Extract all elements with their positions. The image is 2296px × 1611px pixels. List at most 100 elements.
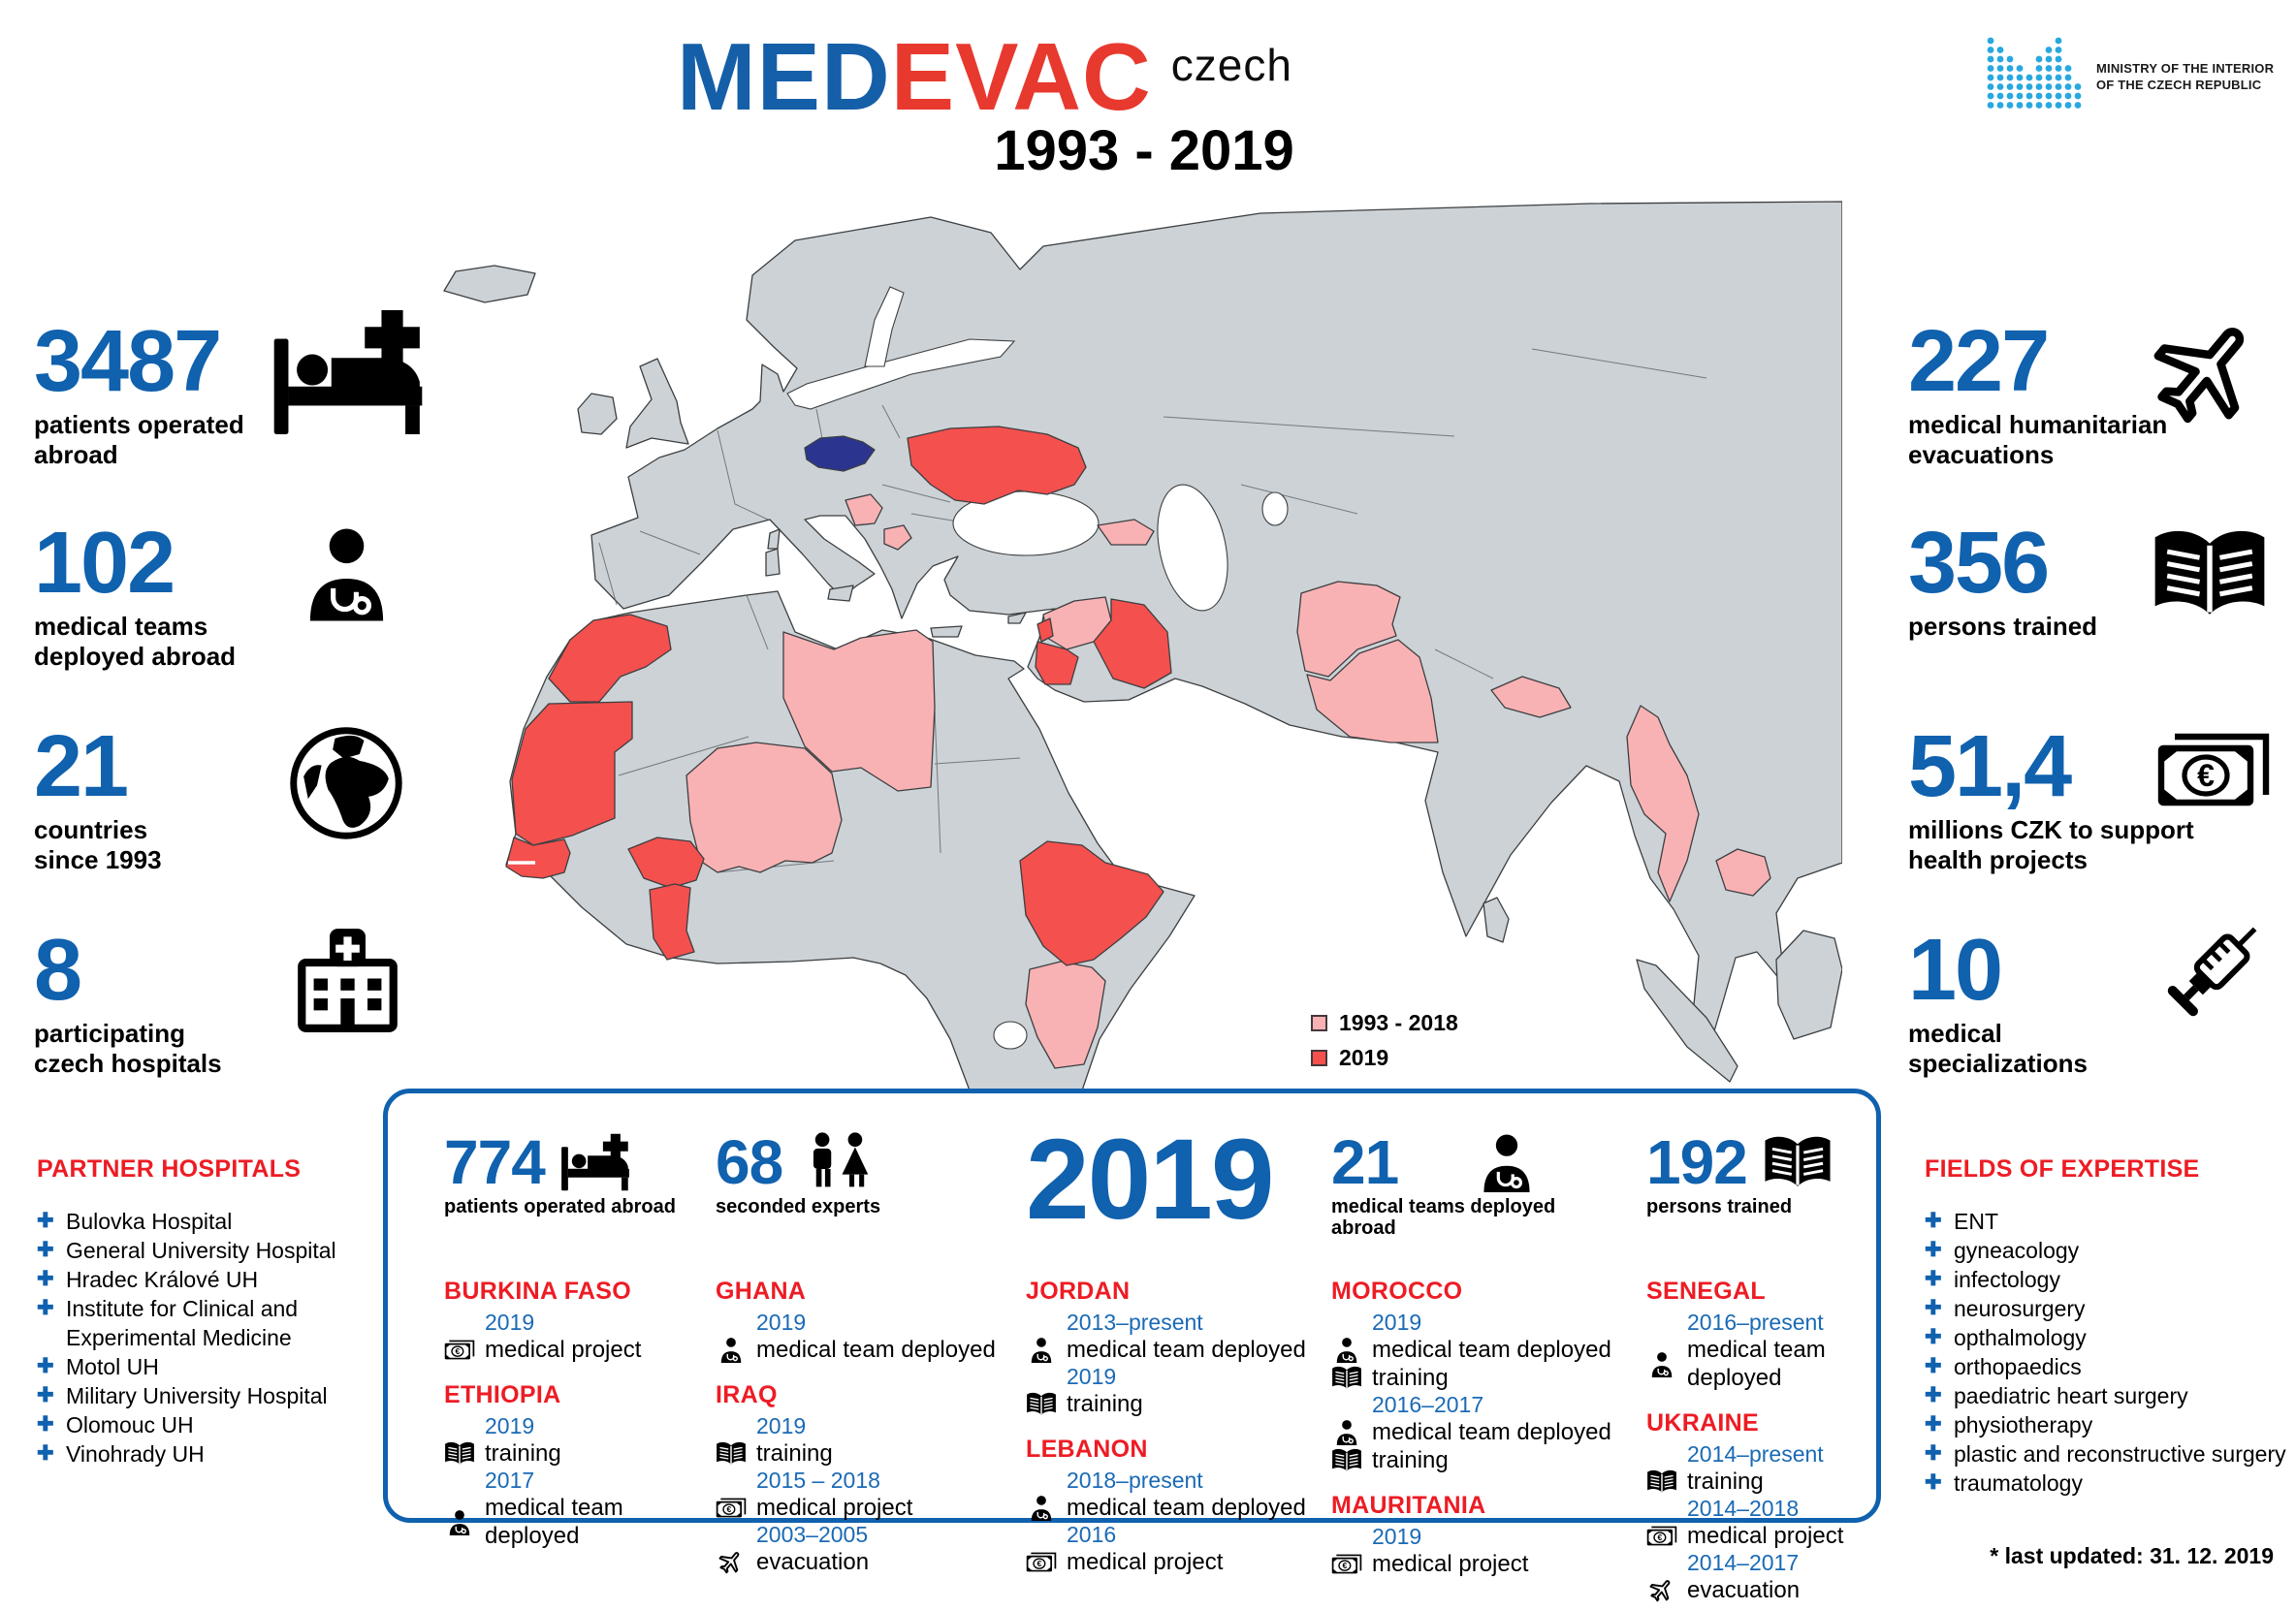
map-legend: 1993 - 2018 2019 [1311,1010,1458,1080]
entry-activity: training [756,1440,833,1467]
book-icon [1646,1469,1677,1495]
stat-label: abroad [34,439,118,469]
box-column-2: 68 seconded experts GHANA 2019 medical t… [716,1131,1006,1575]
entry-period: 2019 [756,1413,807,1438]
entry-activity: medical team deployed [1067,1337,1306,1363]
partner-hospitals-list: ✚ Bulovka Hospital ✚ General University Ho… [37,1207,381,1469]
period-subtitle: 1993 - 2019 [994,119,1294,182]
list-item: ✚ orthopaedics [1925,1352,2293,1381]
banknote-icon [444,1337,475,1363]
entry-period: 2014–2018 [1687,1496,1800,1521]
entry-activity: medical team deployed [1067,1495,1306,1521]
list-item: ✚ plastic and reconstructive surgery [1925,1439,2293,1469]
plus-icon: ✚ [1925,1471,1942,1494]
doctor-icon [1331,1419,1362,1445]
doctor-icon [1026,1337,1057,1363]
book-icon [1763,1132,1833,1192]
map-island-ireland [577,393,618,435]
list-item: ✚ paediatric heart surgery [1925,1381,2293,1410]
stat-label: medical [1908,1018,2002,1048]
country-ethiopia: ETHIOPIA 2019 training 2017 medical team… [444,1381,708,1550]
country-iraq: IRAQ 2019 training 2015 – 2018 medical p… [716,1381,996,1576]
doctor-icon [1026,1495,1057,1521]
legend-2019: 2019 [1311,1045,1458,1071]
country-senegal: SENEGAL 2016–present medical team deploy… [1646,1278,1884,1392]
book-icon [1331,1447,1362,1473]
map-island-iceland [443,265,536,303]
stat-label: millions CZK to support [1908,814,2194,844]
box-column-1: 774 patients operated abroad BURKINA FAS… [444,1126,708,1549]
plus-icon: ✚ [1925,1355,1942,1377]
list-item: ✚ ENT [1925,1207,2293,1236]
ministry-name: MINISTRY OF THE INTERIOR OF THE CZECH RE… [2096,60,2274,93]
box-stat-experts: 68 seconded experts [716,1131,1006,1217]
map-country-jordan [1035,641,1079,685]
list-item: ✚ neurosurgery [1925,1294,2293,1323]
list-item: ✚ Olomouc UH [37,1410,381,1439]
map-island-britain [625,358,689,449]
list-item: ✚ Military University Hospital [37,1381,381,1410]
plus-icon: ✚ [37,1239,54,1261]
legend-label: 2019 [1339,1045,1389,1070]
country-morocco: MOROCCO 2019 medical team deployed train… [1331,1278,1611,1474]
country-burkina-faso: BURKINA FASO 2019 medical project [444,1278,708,1364]
doctor-icon [716,1337,747,1363]
box-stat-trained: 192 persons trained [1646,1126,1884,1217]
map-country-myanmar [1626,705,1700,902]
experts-icon [798,1132,879,1192]
list-item-label: plastic and reconstructive surgery [1954,1441,2286,1467]
stat-specializations: 10 medical specializations [1908,931,2277,1079]
list-item: ✚ Hradec Králové UH [37,1265,381,1294]
last-updated-note: * last updated: 31. 12. 2019 [1990,1543,2274,1568]
entry-activity: training [485,1440,561,1467]
stat-label: participating [34,1018,186,1048]
list-item-label: Hradec Králové UH [66,1267,259,1292]
box-column-4: 21 medical teams deployed abroad MOROCCO … [1331,1131,1642,1577]
stat-value: 192 [1646,1126,1748,1197]
entry-activity: evacuation [1687,1577,1801,1603]
entry-activity: medical team deployed [1687,1337,1826,1391]
legend-swatch-pink [1311,1015,1327,1031]
country-name: SENEGAL [1646,1278,1766,1305]
stat-label: medical teams [34,611,208,641]
legend-label: 1993 - 2018 [1339,1010,1458,1035]
entry-period: 2003–2005 [756,1522,869,1547]
country-ukraine: UKRAINE 2014–present training 2014–2018 … [1646,1409,1884,1604]
entry-period: 2014–present [1687,1441,1824,1467]
world-map-svg [443,201,1843,1091]
stat-label: persons trained [1646,1196,1793,1217]
list-item-label: orthopaedics [1954,1354,2082,1379]
country-name: UKRAINE [1646,1409,1759,1437]
box-stat-patients: 774 patients operated abroad [444,1126,708,1217]
plus-icon: ✚ [1925,1268,1942,1290]
stat-value: 774 [444,1126,546,1197]
map-country-nepal [1490,676,1572,718]
entry-activity: medical team deployed [1372,1337,1611,1363]
stat-persons-trained: 356 persons trained [1908,520,2277,642]
list-item-label: neurosurgery [1954,1296,2086,1321]
map-country-niger [686,742,843,873]
country-name: BURKINA FASO [444,1278,631,1305]
box-column-5: 192 persons trained SENEGAL 2016–present… [1646,1126,1884,1603]
list-item: ✚ opthalmology [1925,1323,2293,1352]
entry-period: 2019 [756,1310,807,1335]
map-country-ethiopia [1019,840,1164,966]
country-name: ETHIOPIA [444,1381,561,1408]
map-country-lebanon [1036,617,1054,643]
plus-icon: ✚ [37,1442,54,1465]
entry-period: 2019 [485,1310,535,1335]
map-country-senegal [505,837,571,879]
list-item: ✚ traumatology [1925,1469,2293,1498]
map-island-borneo [1775,930,1843,1040]
hospital-icon [292,923,403,1034]
stat-label: medical teams deployed [1331,1196,1556,1217]
entry-activity: medical project [1372,1551,1529,1577]
list-item-label: traumatology [1954,1470,2083,1496]
map-country-kenya [1025,961,1106,1069]
list-item: ✚ General University Hospital [37,1236,381,1265]
plus-icon: ✚ [37,1268,54,1290]
map-island-corsica [767,528,781,550]
stat-evacuations: 227 medical humanitarian evacuations [1908,322,2277,470]
airplane-icon [1646,1577,1677,1603]
